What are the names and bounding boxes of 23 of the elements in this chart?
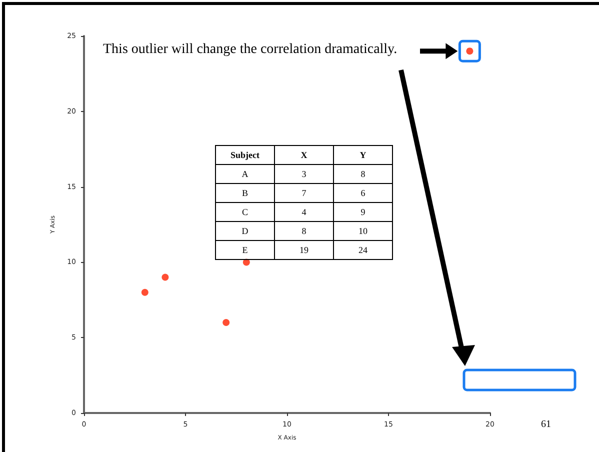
annotation: This outlier will change the correlation dramatically. [103,42,398,58]
text: 61 [541,419,551,430]
annotation: 3 [274,164,334,184]
annotation: 9 [334,202,392,222]
point [162,274,169,281]
point [222,319,230,326]
annotation: 4 [274,202,334,222]
annotation: 8 [274,222,334,240]
annotation: X [274,146,334,164]
annotation: C [216,202,274,222]
annotation: 7 [274,184,334,202]
annotation: Subject [216,146,274,164]
annotation: A [216,164,274,184]
annotation: 8 [334,164,392,184]
annotation: 10 [334,222,392,240]
annotation: 6 [334,184,392,202]
annotation: E [216,240,274,260]
annotation: Y [334,146,392,164]
annotation: 24 [334,240,392,260]
annotation: D [216,222,274,240]
annotation: B [216,184,274,202]
annotation: 19 [274,240,334,260]
point [141,288,148,296]
